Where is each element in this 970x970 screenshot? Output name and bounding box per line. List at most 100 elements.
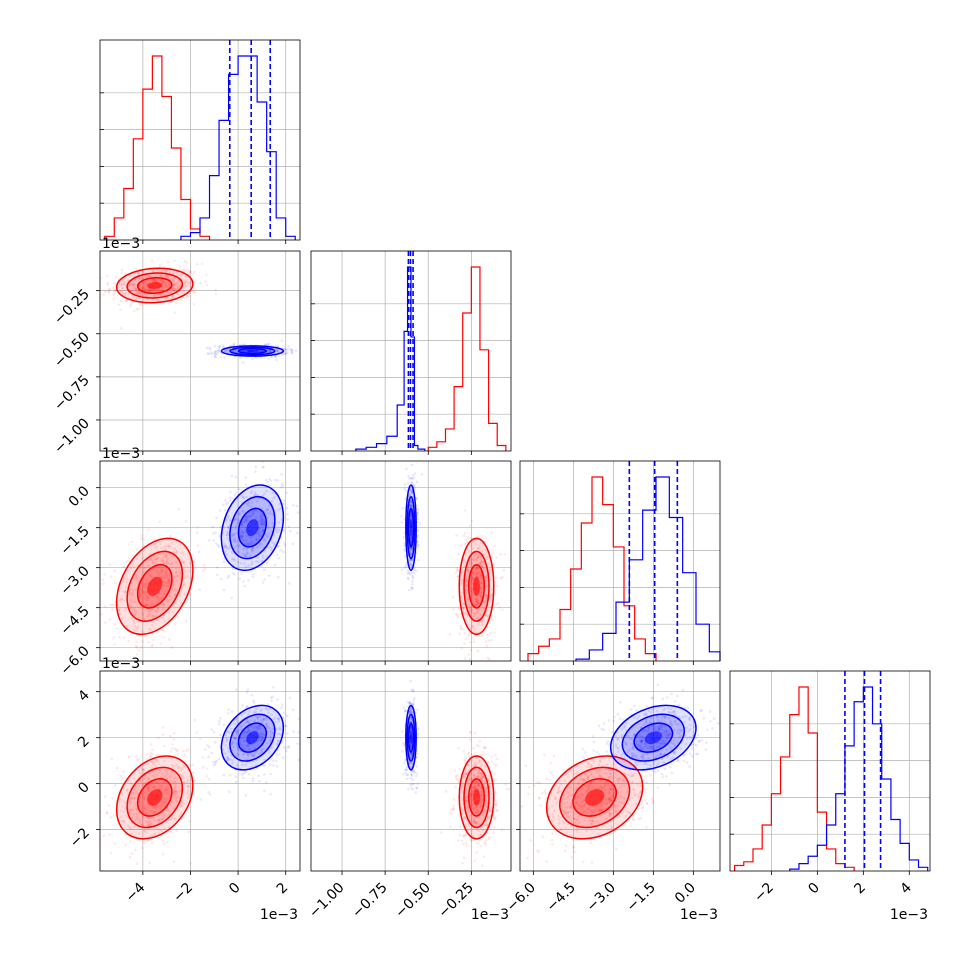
scatter-point — [218, 509, 222, 512]
scatter-point — [182, 801, 185, 805]
scatter-point — [233, 558, 236, 562]
scatter-point — [481, 790, 484, 793]
scatter-point — [182, 749, 185, 753]
scatter-point — [468, 524, 472, 528]
scatter-point — [493, 545, 496, 548]
scatter-point — [477, 622, 481, 626]
scatter-point — [251, 548, 254, 552]
scatter-point — [471, 615, 474, 619]
scatter-point — [127, 556, 131, 559]
scatter-point — [105, 811, 109, 815]
scatter-point — [481, 619, 485, 622]
scatter-point — [492, 831, 495, 834]
scatter-point — [479, 558, 483, 562]
scatter-point — [266, 480, 270, 484]
scatter-point — [213, 740, 217, 744]
scatter-point — [147, 828, 150, 831]
scatter-point — [476, 775, 480, 778]
scatter-point — [158, 264, 162, 267]
scatter-point — [475, 805, 478, 808]
scatter-point — [143, 283, 147, 286]
scatter-point — [231, 758, 235, 762]
scatter-point — [473, 602, 477, 605]
scatter-point — [495, 757, 499, 761]
scatter-point — [124, 585, 128, 589]
scatter-point — [172, 860, 176, 863]
scatter-point — [102, 834, 106, 838]
scatter-point — [207, 538, 211, 542]
scatter-point — [475, 806, 478, 809]
scatter-point — [136, 290, 139, 294]
scatter-point — [138, 293, 141, 296]
scatter-point — [231, 571, 235, 575]
scatter-point — [150, 644, 154, 648]
scatter-point — [126, 560, 129, 563]
scatter-point — [469, 738, 472, 741]
scatter-point — [103, 290, 107, 293]
scatter-point — [227, 750, 230, 753]
scatter-point — [274, 509, 277, 512]
scatter-point — [146, 564, 150, 567]
contour-line — [458, 537, 495, 636]
scatter-point — [470, 791, 474, 795]
scatter-point — [477, 761, 481, 765]
scatter-point — [142, 281, 145, 284]
scatter-point — [106, 281, 110, 285]
scatter-point — [489, 594, 492, 597]
scatter-point — [162, 293, 166, 297]
scatter-point — [409, 761, 412, 764]
scatter-point — [242, 580, 245, 583]
scatter-point — [476, 559, 479, 563]
density-fill-core — [409, 519, 413, 537]
scatter-point — [170, 772, 173, 776]
scatter-point — [469, 795, 473, 798]
scatter-point — [261, 581, 265, 584]
scatter-point — [225, 533, 229, 537]
scatter-point — [195, 731, 199, 734]
scatter-point — [225, 755, 229, 758]
scatter-point — [456, 575, 460, 578]
scatter-point — [143, 566, 146, 570]
scatter-point — [240, 534, 244, 538]
scatter-point — [174, 617, 177, 620]
scatter-point — [148, 604, 152, 608]
scatter-point — [157, 572, 161, 575]
scatter-point — [615, 745, 618, 749]
scatter-point — [149, 755, 153, 758]
scatter-point — [468, 585, 472, 589]
scatter-point — [163, 619, 166, 623]
scatter-point — [266, 534, 270, 538]
scatter-point — [475, 616, 479, 620]
scatter-point — [139, 592, 143, 595]
scatter-point — [134, 588, 138, 592]
scatter-point — [410, 707, 413, 710]
scatter-point — [460, 627, 463, 631]
scatter-point — [149, 273, 152, 277]
scatter-point — [226, 530, 230, 533]
scatter-point — [410, 702, 414, 706]
scatter-point — [464, 816, 467, 820]
scatter-point — [473, 786, 476, 789]
scatter-point — [404, 771, 408, 774]
scatter-point — [161, 628, 165, 631]
scatter-point — [141, 611, 144, 615]
scatter-point — [188, 561, 192, 565]
scatter-point — [161, 607, 165, 611]
scatter-point — [473, 559, 476, 562]
scatter-point — [638, 792, 642, 795]
scatter-point — [161, 281, 165, 285]
scatter-point — [138, 278, 142, 281]
scatter-point — [409, 709, 413, 712]
scatter-point — [231, 534, 234, 537]
contour-line — [237, 722, 268, 753]
scatter-point — [473, 628, 476, 631]
scatter-point — [569, 786, 572, 789]
scatter-point — [169, 291, 172, 295]
scatter-point — [163, 788, 167, 792]
scatter-point — [403, 566, 407, 569]
scatter-point — [244, 543, 248, 546]
scatter-point — [585, 829, 588, 833]
scatter-point — [254, 537, 258, 541]
scatter-point — [129, 592, 132, 596]
